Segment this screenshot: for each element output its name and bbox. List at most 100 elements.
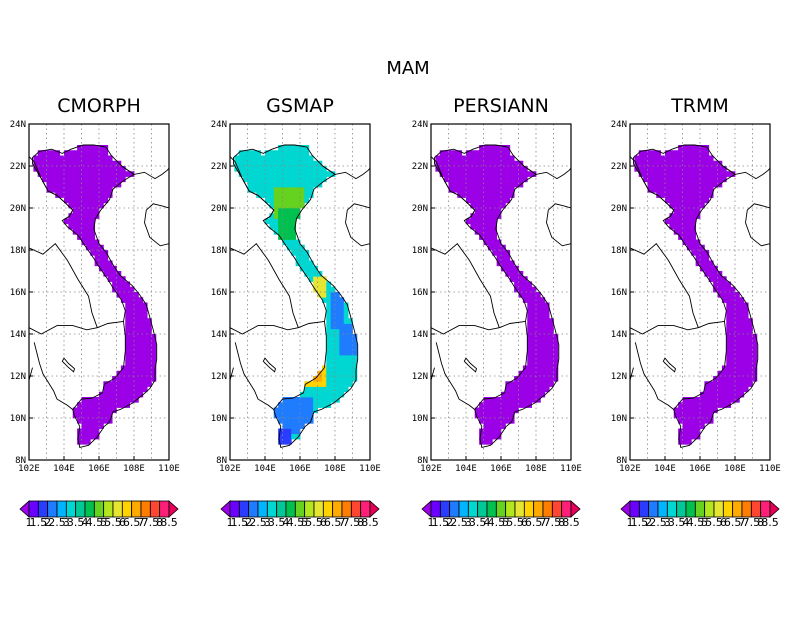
- precip-cell: [247, 187, 253, 193]
- precip-cell: [470, 192, 476, 198]
- colorbar-box: [266, 500, 278, 518]
- precip-cell: [251, 155, 257, 162]
- precip-cell: [735, 292, 740, 298]
- precip-cell: [514, 381, 519, 387]
- precip-cell: [726, 381, 732, 387]
- precip-cell: [461, 187, 467, 193]
- precip-cell: [536, 313, 541, 319]
- precip-cell: [90, 423, 96, 429]
- precip-cell: [448, 181, 454, 188]
- colorbar-box: [514, 500, 525, 518]
- precip-cell: [304, 187, 310, 193]
- precip-cell: [147, 355, 152, 361]
- precip-cell: [501, 171, 506, 177]
- precip-cell: [730, 365, 736, 372]
- x-tick-label: 102E: [420, 464, 442, 474]
- precip-cell: [295, 150, 301, 156]
- precip-cell: [527, 386, 533, 393]
- precip-cell: [735, 355, 740, 361]
- precip-cell: [501, 255, 506, 261]
- precip-cell: [77, 439, 82, 445]
- precip-cell: [695, 428, 701, 435]
- precip-cell: [335, 318, 340, 324]
- precip-cell: [348, 349, 353, 356]
- border-line: [345, 203, 371, 247]
- colorbar-box: [551, 500, 563, 518]
- precip-cell: [308, 402, 314, 408]
- precip-cell: [286, 187, 292, 193]
- precip-cell: [81, 171, 87, 177]
- precip-cell: [673, 171, 679, 177]
- border-line: [435, 342, 476, 410]
- lake-outline: [61, 357, 76, 373]
- precip-cell: [536, 339, 541, 345]
- precip-cell: [295, 202, 301, 209]
- precip-cell: [686, 197, 692, 204]
- colorbar-label: 7: [339, 516, 346, 529]
- precip-cell: [278, 223, 283, 230]
- precip-cell: [501, 397, 506, 403]
- precip-cell: [544, 370, 550, 377]
- precip-cell: [505, 192, 511, 198]
- precip-cell: [487, 166, 493, 172]
- precip-cell: [112, 166, 117, 172]
- precip-cell: [730, 386, 736, 393]
- precip-cell: [553, 349, 559, 356]
- precip-cell: [673, 202, 679, 209]
- precip-cell: [514, 160, 519, 167]
- precip-cell: [129, 297, 135, 303]
- precip-cell: [553, 344, 559, 351]
- precip-cell: [243, 176, 248, 183]
- precip-cell: [682, 218, 688, 225]
- precip-cell: [483, 428, 489, 435]
- precip-cell: [501, 197, 506, 204]
- precip-cell: [527, 349, 533, 356]
- precip-cell: [496, 397, 502, 403]
- precip-cell: [474, 171, 480, 177]
- precip-cell: [496, 197, 502, 204]
- x-tick-label: 108E: [724, 464, 746, 474]
- precip-cell: [704, 412, 710, 419]
- precip-cell: [553, 365, 559, 372]
- precip-cell: [509, 276, 515, 282]
- precip-cell: [721, 292, 727, 298]
- precip-cell: [660, 187, 666, 193]
- precip-cell: [721, 381, 727, 387]
- precip-cell: [686, 145, 692, 151]
- x-tick-label: 104E: [254, 464, 276, 474]
- precip-cell: [129, 386, 135, 393]
- precip-cell: [536, 386, 541, 393]
- precip-cell: [527, 323, 533, 330]
- precip-cell: [125, 281, 131, 288]
- precip-cell: [752, 344, 758, 351]
- precip-cell: [134, 334, 139, 340]
- precip-cell: [85, 197, 91, 204]
- colorbar-label: 6.5: [525, 516, 543, 529]
- precip-cell: [514, 171, 519, 177]
- precip-cell: [300, 402, 305, 408]
- colorbar-box: [238, 500, 250, 518]
- precip-cell: [708, 412, 714, 419]
- precip-cell: [509, 192, 515, 198]
- precip-cell: [686, 171, 692, 177]
- precip-cell: [531, 334, 537, 340]
- precip-cell: [282, 181, 288, 188]
- country-outline: [434, 144, 560, 448]
- precip-cell: [691, 428, 697, 435]
- colorbar-box: [75, 500, 86, 518]
- precip-cell: [120, 397, 126, 403]
- precip-cell: [739, 370, 745, 377]
- precip-cell: [678, 171, 683, 177]
- precip-cell: [496, 150, 502, 156]
- precip-cell: [85, 223, 91, 230]
- precip-cell: [457, 155, 463, 162]
- precip-cell: [527, 281, 533, 288]
- precip-cell: [726, 349, 732, 356]
- precip-cell: [505, 397, 511, 403]
- precip-cell: [291, 187, 297, 193]
- precip-cell: [313, 381, 318, 387]
- precip-cell: [686, 229, 692, 235]
- precip-cell: [90, 218, 96, 225]
- colorbar-label: 5: [502, 516, 509, 529]
- colorbar-label: 4: [484, 516, 491, 529]
